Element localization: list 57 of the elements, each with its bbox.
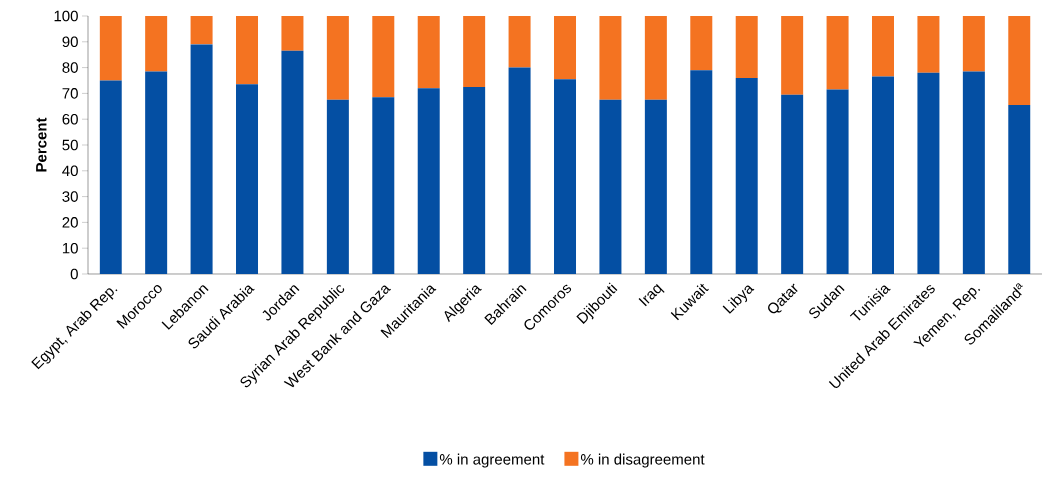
y-tick-label: 70 — [62, 88, 78, 99]
bar — [281, 50, 304, 274]
bar — [917, 72, 940, 274]
x-tick-label: Iraq — [638, 283, 665, 307]
y-tick-label: 40 — [62, 165, 78, 177]
bar — [463, 15, 486, 87]
bar — [190, 44, 213, 274]
bar — [99, 15, 122, 81]
y-tick-label: 80 — [62, 62, 78, 73]
bar — [644, 99, 667, 274]
bar — [599, 99, 622, 274]
y-axis-title: Percent — [36, 117, 47, 172]
bar — [735, 77, 758, 274]
y-tick-label: 30 — [62, 191, 78, 202]
bar — [417, 15, 440, 89]
bar — [236, 84, 259, 274]
bar — [1008, 105, 1031, 274]
bar — [508, 67, 531, 274]
y-tick-label: 100 — [54, 10, 78, 22]
bar — [281, 15, 304, 51]
bar — [872, 15, 894, 77]
bar — [145, 15, 168, 72]
bar — [190, 15, 213, 45]
legend-label: % in agreement — [439, 453, 545, 468]
bar — [644, 15, 667, 100]
y-tick-label: 0 — [70, 268, 78, 280]
y-tick-label: 20 — [62, 217, 78, 228]
bar — [236, 15, 259, 85]
y-tick-label: 90 — [62, 36, 78, 48]
bar — [326, 99, 349, 274]
bar — [690, 70, 713, 274]
bar — [872, 76, 894, 274]
bar — [508, 15, 531, 68]
bar — [781, 15, 804, 95]
y-tick-label: 10 — [62, 242, 78, 254]
bar — [326, 15, 349, 100]
bar — [554, 15, 577, 80]
bar — [962, 71, 985, 274]
y-tick-label: 60 — [62, 113, 78, 125]
bar — [917, 15, 940, 73]
bar — [372, 97, 395, 274]
legend-label: % in disagreement — [580, 453, 705, 468]
bar — [826, 15, 849, 90]
bar — [962, 15, 985, 72]
bar — [1008, 15, 1031, 105]
bar — [417, 88, 440, 274]
bar — [463, 86, 486, 274]
bar — [99, 80, 122, 274]
bar — [554, 79, 577, 274]
bar — [690, 15, 713, 71]
y-tick-label: 50 — [62, 139, 78, 151]
bar — [372, 15, 395, 98]
bar — [735, 15, 758, 78]
bar — [599, 15, 622, 100]
bar — [781, 94, 804, 274]
bar — [826, 89, 849, 274]
bar — [145, 71, 168, 274]
